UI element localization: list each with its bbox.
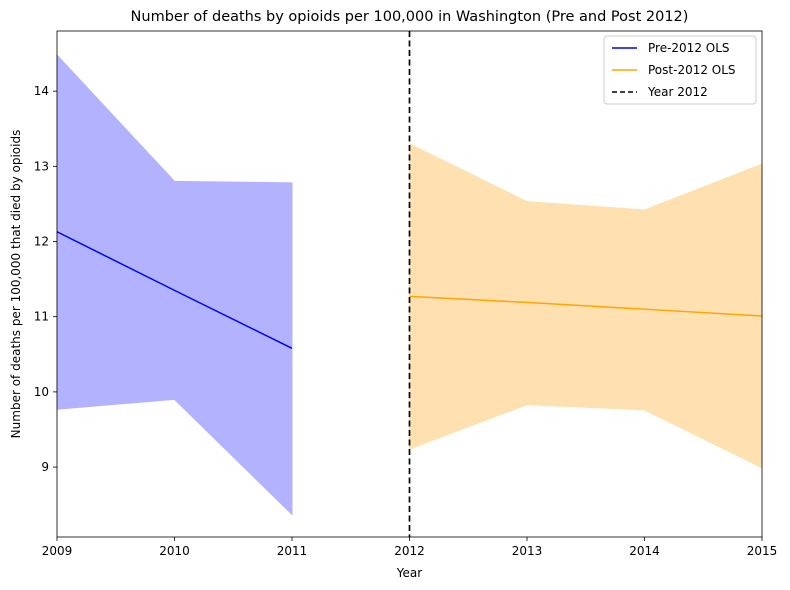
x-axis-label: Year <box>396 566 422 580</box>
series-lines <box>56 231 763 349</box>
legend-label-year-2012: Year 2012 <box>647 85 708 99</box>
y-axis-ticks: 9 10 11 12 13 14 <box>34 84 57 474</box>
x-tick-label-2009: 2009 <box>42 544 73 558</box>
legend: Pre-2012 OLS Post-2012 OLS Year 2012 <box>603 35 757 105</box>
x-tick-label-2014: 2014 <box>629 544 660 558</box>
y-tick-label-14: 14 <box>34 84 49 98</box>
x-tick-label-2013: 2013 <box>512 544 543 558</box>
y-tick-label-9: 9 <box>41 460 49 474</box>
y-tick-label-10: 10 <box>34 385 49 399</box>
x-axis-ticks: 2009 2010 2011 2012 2013 2014 2015 <box>42 537 778 558</box>
y-axis-label: Number of deaths per 100,000 that died b… <box>9 130 23 439</box>
x-tick-label-2015: 2015 <box>747 544 778 558</box>
legend-label-post-2012: Post-2012 OLS <box>648 63 736 77</box>
legend-label-pre-2012: Pre-2012 OLS <box>648 41 730 55</box>
confidence-band-0 <box>56 53 293 516</box>
chart-title: Number of deaths by opioids per 100,000 … <box>131 9 689 25</box>
x-tick-label-2010: 2010 <box>159 544 190 558</box>
legend-box <box>603 35 757 105</box>
x-tick-label-2011: 2011 <box>277 544 308 558</box>
y-tick-label-12: 12 <box>34 235 49 249</box>
series-line-1 <box>409 295 763 317</box>
x-tick-label-2012: 2012 <box>394 544 425 558</box>
y-tick-label-11: 11 <box>34 310 49 324</box>
y-tick-label-13: 13 <box>34 159 49 173</box>
series-line-0 <box>56 231 293 349</box>
